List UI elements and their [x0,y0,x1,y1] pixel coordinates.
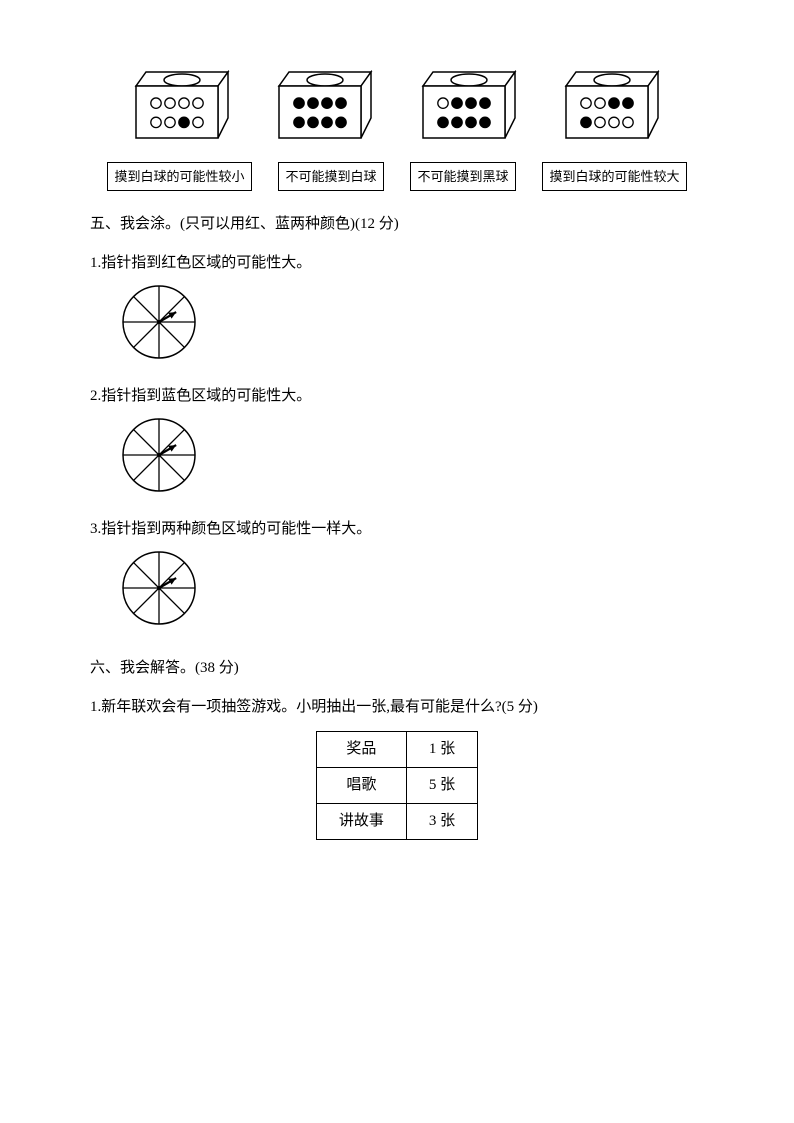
table-cell: 1 张 [406,732,477,768]
spinner-1 [120,283,704,371]
question-5-2: 2.指针指到蓝色区域的可能性大。 [90,383,704,410]
section-5-title: 五、我会涂。(只可以用红、蓝两种颜色)(12 分) [90,211,704,238]
table-cell: 奖品 [316,732,406,768]
table-cell: 3 张 [406,804,477,840]
question-5-3: 3.指针指到两种颜色区域的可能性一样大。 [90,516,704,543]
ball-boxes-row [120,70,674,150]
labels-row: 摸到白球的可能性较小 不可能摸到白球 不可能摸到黑球 摸到白球的可能性较大 [100,162,694,191]
table-row: 讲故事 3 张 [316,804,477,840]
table-row: 奖品 1 张 [316,732,477,768]
table-cell: 唱歌 [316,768,406,804]
label-box: 摸到白球的可能性较小 [107,162,251,191]
ball-box [419,70,519,150]
ball-box [275,70,375,150]
card-table: 奖品 1 张 唱歌 5 张 讲故事 3 张 [316,731,478,840]
label-box: 不可能摸到白球 [278,162,383,191]
card-table-wrap: 奖品 1 张 唱歌 5 张 讲故事 3 张 [90,731,704,840]
ball-box [562,70,662,150]
ball-box [132,70,232,150]
spinner-2 [120,416,704,504]
label-box: 摸到白球的可能性较大 [542,162,686,191]
question-6-1: 1.新年联欢会有一项抽签游戏。小明抽出一张,最有可能是什么?(5 分) [90,694,704,721]
section-6-title: 六、我会解答。(38 分) [90,655,704,682]
table-row: 唱歌 5 张 [316,768,477,804]
table-cell: 5 张 [406,768,477,804]
table-cell: 讲故事 [316,804,406,840]
spinner-3 [120,549,704,637]
question-5-1: 1.指针指到红色区域的可能性大。 [90,250,704,277]
label-box: 不可能摸到黑球 [410,162,515,191]
